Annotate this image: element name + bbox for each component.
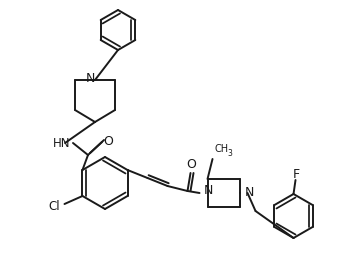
Text: Cl: Cl <box>49 199 60 212</box>
Text: O: O <box>187 159 197 171</box>
Text: 3: 3 <box>227 148 233 157</box>
Text: N: N <box>203 184 213 198</box>
Text: HN: HN <box>53 136 71 149</box>
Text: N: N <box>85 71 95 84</box>
Text: O: O <box>103 134 113 147</box>
Text: F: F <box>293 168 300 181</box>
Text: CH: CH <box>214 144 229 154</box>
Text: N: N <box>245 186 254 199</box>
